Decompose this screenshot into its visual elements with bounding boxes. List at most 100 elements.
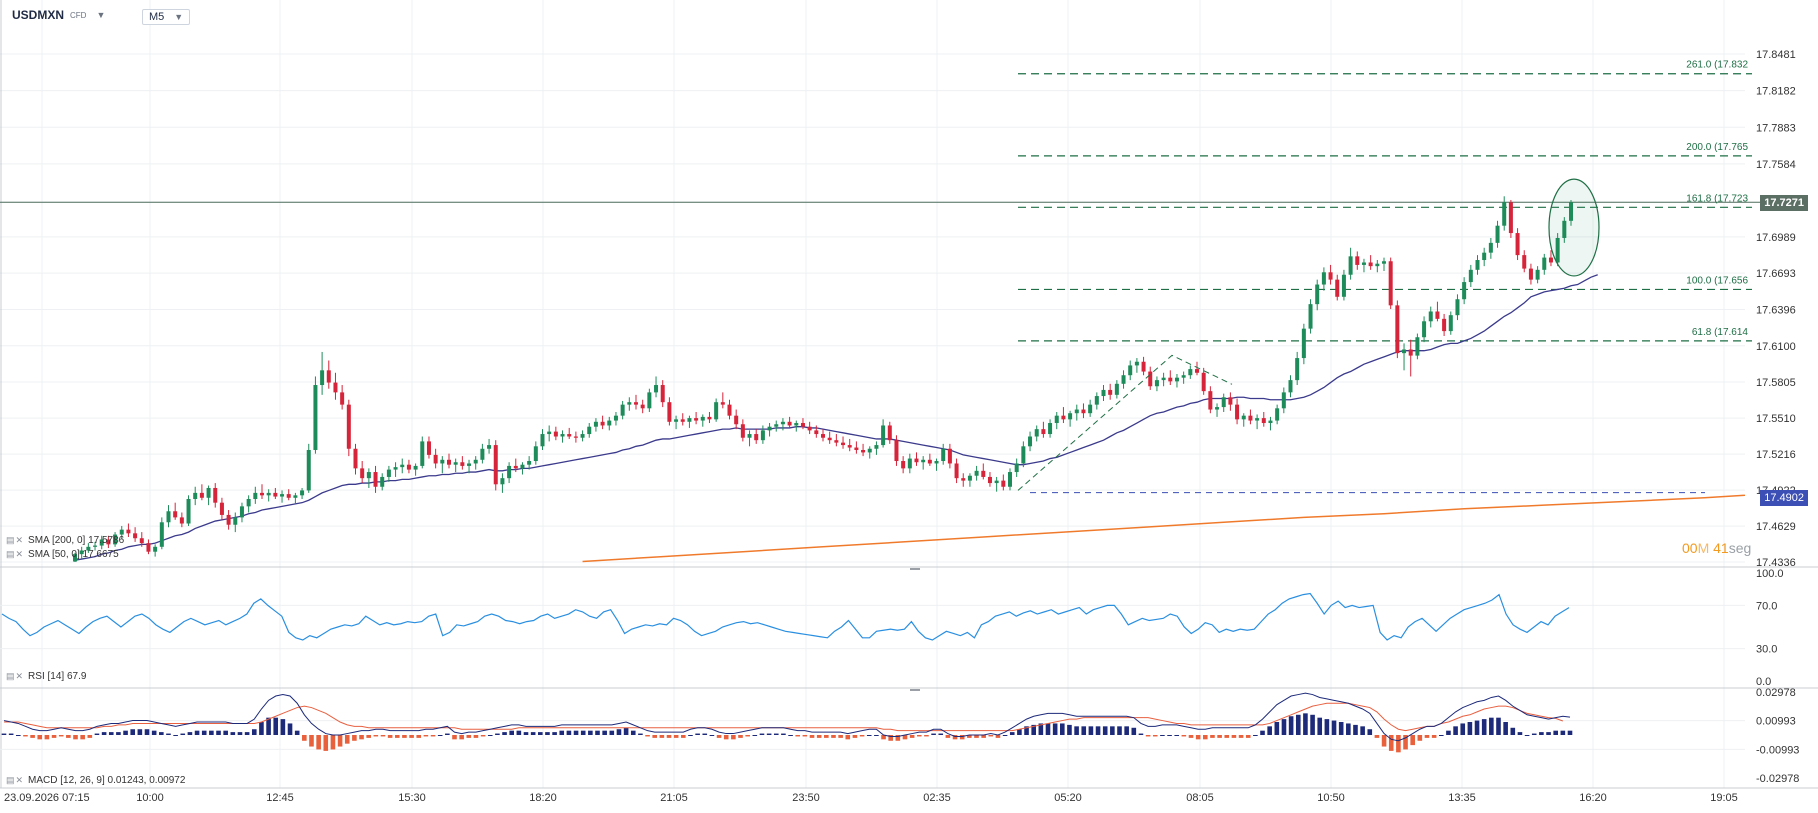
candle-body <box>1395 305 1400 354</box>
candle-body <box>560 434 565 437</box>
candle-body <box>1455 299 1460 316</box>
candle-body <box>266 492 271 496</box>
macd-histogram-bar <box>709 735 715 736</box>
macd-legend[interactable]: ▤✕ MACD [12, 26, 9] 0.01243, 0.00972 <box>6 775 185 786</box>
sma200-legend[interactable]: ▤✕ SMA [200, 0] 17.5786 <box>6 535 124 546</box>
candle-body <box>640 404 645 409</box>
candle-body <box>1074 409 1079 414</box>
trend-zigzag <box>1017 354 1233 491</box>
candle-body <box>1482 252 1487 261</box>
candle-body <box>707 416 712 420</box>
macd-histogram-bar <box>259 722 264 735</box>
candle-body <box>226 514 231 525</box>
time-axis-label: 10:00 <box>136 792 164 804</box>
candle-body <box>1355 256 1360 265</box>
settings-close-icon[interactable]: ▤✕ <box>6 535 25 545</box>
chevron-down-icon[interactable]: ▼ <box>174 12 184 22</box>
time-axis-label: 12:45 <box>266 792 294 804</box>
price-axis-label: 17.6100 <box>1756 341 1796 353</box>
candle-body <box>1388 261 1393 306</box>
candle-body <box>1321 272 1326 285</box>
settings-close-icon[interactable]: ▤✕ <box>6 775 25 785</box>
macd-histogram-bar <box>1403 735 1408 750</box>
candle-body <box>1562 220 1567 238</box>
candle-body <box>613 415 618 421</box>
macd-histogram-bar <box>924 735 929 737</box>
level-price-tag[interactable]: 17.4902 <box>1760 490 1808 506</box>
candle-body <box>727 404 732 416</box>
symbol-selector[interactable]: USDMXN CFD ▼ <box>12 8 105 22</box>
macd-histogram-bar <box>387 735 393 738</box>
macd-histogram-bar <box>80 735 85 740</box>
macd-histogram-bar <box>1031 724 1036 735</box>
macd-histogram-bar <box>37 735 43 740</box>
macd-histogram-bar <box>1453 726 1458 735</box>
symbol-name[interactable]: USDMXN <box>12 8 65 22</box>
candle-body <box>633 402 639 405</box>
candle-body <box>800 423 805 427</box>
candle-body <box>680 419 685 422</box>
fib-levels[interactable]: 261.0 (17.832 200.0 (17.765 161.8 (17.723 1… <box>1018 60 1752 494</box>
macd-histogram-bar <box>1253 735 1258 736</box>
macd-histogram-bar <box>123 730 128 735</box>
drawing-tools[interactable] <box>1017 178 1600 491</box>
candle-body <box>654 385 659 393</box>
macd-histogram-bar <box>1152 735 1158 737</box>
macd-histogram-bar <box>1210 735 1215 738</box>
macd-histogram-bar <box>1367 729 1373 735</box>
macd-axis-label: -0.00993 <box>1756 744 1799 756</box>
candle-body <box>473 459 478 464</box>
price-axis-label: 17.5216 <box>1756 449 1796 461</box>
macd-histogram-bar <box>209 730 214 735</box>
macd-histogram-bar <box>1160 735 1165 736</box>
settings-close-icon[interactable]: ▤✕ <box>6 671 25 681</box>
candle-body <box>440 459 445 464</box>
candle-body <box>193 492 198 500</box>
macd-histogram-bar <box>194 730 200 735</box>
candle-body <box>1235 404 1240 420</box>
candle-body <box>507 465 512 479</box>
macd-histogram-bar <box>681 735 686 738</box>
rsi-line <box>1 592 1570 641</box>
candle-body <box>921 459 926 463</box>
candle-body <box>1174 377 1179 382</box>
settings-close-icon[interactable]: ▤✕ <box>6 549 25 559</box>
candle-body <box>994 480 999 484</box>
macd-histogram-bar <box>902 735 908 740</box>
time-axis-label: 02:35 <box>923 792 951 804</box>
macd-histogram-bar <box>1410 735 1415 746</box>
macd-histogram-bar <box>323 735 329 751</box>
macd-histogram-bar <box>380 735 386 737</box>
macd-histogram-bar <box>759 733 765 735</box>
candle-body <box>1361 262 1366 265</box>
macd-histogram-bar <box>773 733 779 735</box>
macd-histogram-bar <box>781 733 786 735</box>
rsi-legend[interactable]: ▤✕ RSI [14] 67.9 <box>6 671 86 682</box>
sma50-line <box>74 274 1598 561</box>
macd-histogram-bar <box>66 735 71 738</box>
macd-histogram-bar <box>230 732 236 735</box>
candles <box>72 196 1574 562</box>
macd-histogram-bar <box>895 735 901 741</box>
sma200-path <box>582 494 1745 563</box>
candle-body <box>1468 269 1473 283</box>
rsi-pane <box>0 592 1745 650</box>
sma50-legend[interactable]: ▤✕ SMA [50, 0] 17.6675 <box>6 549 119 560</box>
candle-body <box>1508 202 1513 234</box>
macd-histogram-bar <box>337 735 343 747</box>
macd-histogram-bar <box>487 735 493 736</box>
candle-body <box>987 476 992 484</box>
candle-body <box>1188 369 1193 376</box>
macd-histogram-bar <box>738 735 743 738</box>
macd-histogram-bar <box>280 719 286 735</box>
candle-body <box>547 431 552 435</box>
macd-histogram-bar <box>1 733 7 735</box>
timeframe-selector[interactable]: M5 ▼ <box>142 9 191 25</box>
chevron-down-icon[interactable]: ▼ <box>96 10 106 20</box>
candle-body <box>700 416 705 421</box>
candle-body <box>1121 375 1126 384</box>
macd-histogram-bar <box>1331 720 1337 735</box>
candle-body <box>580 434 585 438</box>
macd-histogram-bar <box>144 729 150 735</box>
